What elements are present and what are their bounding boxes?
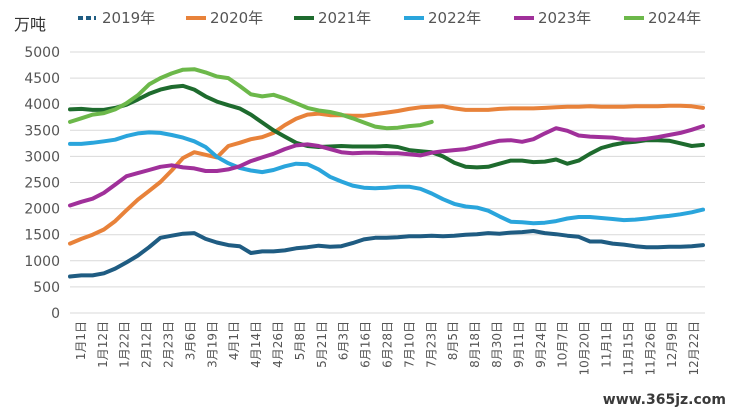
y-tick-label: 4000 [24, 97, 60, 113]
legend-label: 2024年 [648, 9, 701, 27]
y-tick-label: 5000 [24, 45, 60, 61]
x-tick-label: 8月5日 [446, 321, 460, 360]
x-tick-label: 6月28日 [381, 321, 395, 368]
x-tick-label: 4月26日 [271, 321, 285, 368]
x-tick-label: 10月20日 [578, 321, 592, 376]
x-tick-label: 9月24日 [534, 321, 548, 368]
x-tick-label: 12月9日 [665, 321, 679, 368]
x-tick-label: 6月16日 [359, 321, 373, 368]
x-tick-label: 2月12日 [140, 321, 154, 368]
x-axis-ticks: 1月1日 1月12日 1月22日 2月12日 2月23日 3月6日 3月19日 4月1日 4月1… [74, 321, 701, 376]
y-tick-label: 500 [33, 280, 60, 296]
x-tick-label: 10月7日 [556, 321, 570, 368]
x-tick-label: 11月15日 [621, 321, 635, 376]
y-tick-label: 0 [51, 306, 60, 322]
x-tick-label: 11月26日 [643, 321, 657, 376]
series-line-2022年 [68, 130, 705, 226]
legend-label: 2019年 [102, 9, 155, 27]
x-tick-label: 12月22日 [687, 321, 701, 376]
y-axis-unit-label: 万吨 [14, 15, 46, 34]
series-line-2023年 [68, 124, 705, 208]
legend-label: 2020年 [210, 9, 263, 27]
x-tick-label: 7月10日 [402, 321, 416, 368]
y-tick-label: 2000 [24, 202, 60, 218]
x-tick-label: 2月23日 [162, 321, 176, 368]
series-line-2021年 [68, 83, 705, 170]
x-tick-label: 6月3日 [337, 321, 351, 360]
x-tick-label: 5月8日 [293, 321, 307, 360]
x-tick-label: 5月21日 [315, 321, 329, 368]
series-line-2019年 [68, 229, 705, 279]
y-tick-label: 2500 [24, 176, 60, 192]
x-tick-label: 11月1日 [599, 321, 613, 368]
legend: 2019年 2020年 2021年 2022年 2023年 2024年 [78, 9, 701, 27]
x-tick-label: 3月6日 [183, 321, 197, 360]
x-tick-label: 4月1日 [227, 321, 241, 360]
y-tick-label: 3500 [24, 123, 60, 139]
x-tick-label: 3月19日 [205, 321, 219, 368]
y-axis-ticks: 0 500 1000 1500 2000 2500 3000 3500 4000 4500 5000 [24, 45, 60, 322]
x-tick-label: 7月23日 [424, 321, 438, 368]
grid-layer [70, 51, 705, 314]
x-tick-label: 1月22日 [118, 321, 132, 368]
series-line-2024年 [68, 67, 434, 131]
legend-label: 2021年 [318, 9, 371, 27]
x-tick-label: 9月11日 [512, 321, 526, 368]
series-layer [68, 67, 705, 279]
y-tick-label: 3000 [24, 149, 60, 165]
legend-label: 2023年 [538, 9, 591, 27]
x-tick-label: 8月30日 [490, 321, 504, 368]
y-tick-label: 1000 [24, 254, 60, 270]
x-tick-label: 4月14日 [249, 321, 263, 368]
x-tick-label: 8月18日 [468, 321, 482, 368]
legend-label: 2022年 [428, 9, 481, 27]
watermark-text: www.365jz.com [603, 392, 726, 408]
y-tick-label: 4500 [24, 71, 60, 87]
x-tick-label: 1月12日 [96, 321, 110, 368]
x-tick-label: 1月1日 [74, 321, 88, 360]
y-tick-label: 1500 [24, 228, 60, 244]
